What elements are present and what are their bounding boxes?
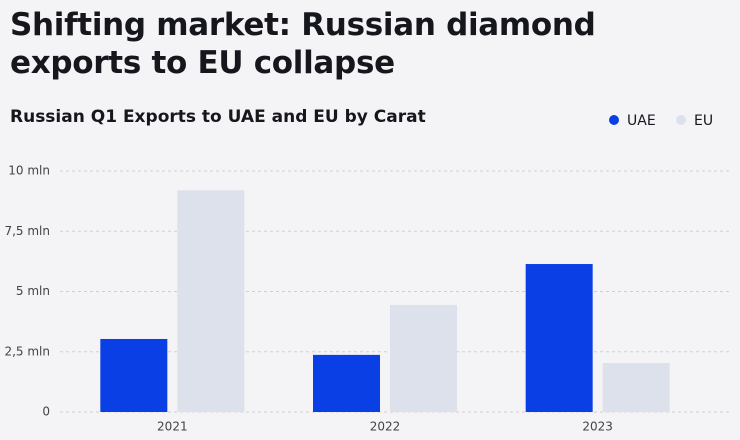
chart-subtitle: Russian Q1 Exports to UAE and EU by Cara… <box>10 107 426 127</box>
bar <box>313 354 380 412</box>
bar <box>390 304 457 412</box>
legend-marker <box>676 115 686 125</box>
y-tick-label: 5 mln <box>16 284 50 298</box>
bar <box>602 363 670 412</box>
bar <box>177 190 245 412</box>
legend-label: EU <box>694 113 713 129</box>
chart-title: Shifting market: Russian diamond exports… <box>10 7 596 81</box>
y-tick-label: 7,5 mln <box>4 224 50 238</box>
x-tick-label: 2022 <box>370 420 401 434</box>
y-tick-label: 10 mln <box>8 164 50 178</box>
x-tick-label: 2023 <box>582 420 613 434</box>
bar <box>525 264 593 412</box>
y-tick-label: 2,5 mln <box>4 344 50 358</box>
legend-label: UAE <box>627 113 656 129</box>
y-tick-label: 0 <box>42 405 50 419</box>
legend-marker <box>609 115 619 125</box>
bar <box>100 338 168 412</box>
x-tick-label: 2021 <box>157 420 188 434</box>
